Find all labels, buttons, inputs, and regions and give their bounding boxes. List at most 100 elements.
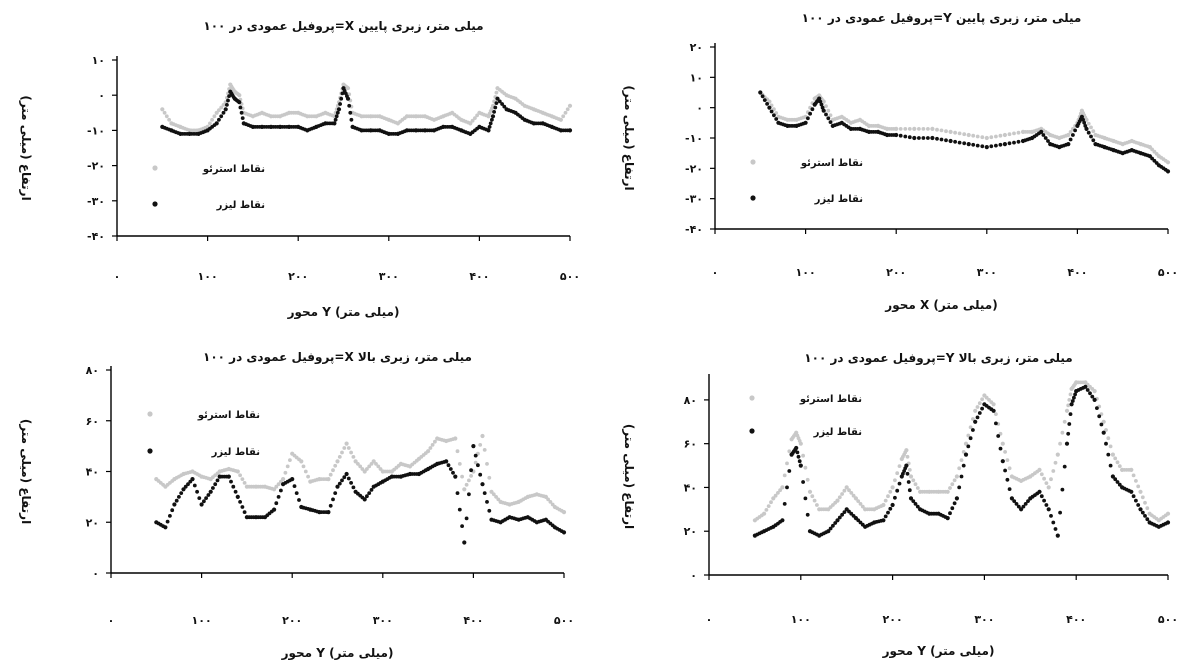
data-point: [240, 477, 245, 481]
data-point: [968, 425, 973, 430]
data-point: [547, 113, 552, 118]
data-point: [497, 99, 502, 104]
legend-marker: [152, 201, 158, 207]
data-point: [824, 507, 828, 512]
data-point: [226, 98, 230, 103]
data-point: [1099, 422, 1104, 427]
data-point: [484, 127, 489, 132]
data-point: [439, 125, 443, 130]
data-point: [855, 118, 860, 123]
data-point: [856, 499, 861, 503]
data-point: [541, 494, 546, 499]
data-point: [376, 464, 381, 469]
series-laser: [758, 90, 1171, 174]
data-point: [1055, 135, 1059, 140]
data-point: [219, 114, 224, 119]
data-point: [908, 474, 914, 479]
data-point: [487, 475, 492, 480]
x-tick-label: ۰: [114, 270, 121, 283]
data-point: [948, 511, 952, 516]
data-point: [565, 128, 570, 133]
data-point: [966, 444, 971, 449]
data-point: [223, 107, 228, 112]
data-point: [211, 486, 215, 490]
data-point: [930, 135, 935, 141]
data-point: [883, 514, 888, 519]
data-point: [1138, 507, 1143, 512]
data-point: [349, 450, 353, 455]
data-point: [242, 510, 247, 514]
y-tick-label: ۴۰: [684, 481, 697, 494]
data-point: [556, 117, 561, 121]
data-point: [340, 91, 345, 96]
data-point: [167, 117, 172, 122]
data-point: [1101, 419, 1106, 424]
data-point: [248, 124, 253, 128]
data-point: [532, 493, 537, 497]
data-point: [808, 111, 812, 116]
data-point: [996, 434, 1001, 438]
data-point: [844, 485, 849, 490]
data-point: [334, 114, 339, 119]
data-point: [1108, 463, 1113, 468]
data-point: [478, 443, 483, 447]
data-point: [957, 131, 962, 136]
data-point: [1027, 130, 1032, 134]
data-point: [238, 473, 243, 478]
data-point: [1145, 144, 1150, 149]
data-point: [1163, 167, 1168, 172]
data-point: [238, 500, 243, 504]
data-point: [393, 120, 398, 125]
data-point: [984, 135, 989, 141]
data-point: [179, 491, 184, 495]
data-point: [423, 451, 428, 455]
data-point: [971, 133, 976, 138]
data-point: [1064, 133, 1068, 138]
data-point: [275, 114, 280, 119]
data-point: [174, 498, 179, 503]
data-point: [1108, 444, 1113, 449]
data-point: [1055, 452, 1060, 457]
data-point: [480, 433, 485, 439]
data-point: [1163, 158, 1168, 163]
data-point: [428, 446, 433, 450]
data-point: [915, 504, 920, 509]
data-point: [772, 113, 776, 118]
data-point: [367, 491, 372, 495]
data-point: [466, 120, 470, 125]
data-point: [1053, 527, 1058, 531]
data-point: [943, 515, 948, 519]
data-point: [312, 125, 316, 130]
data-point: [998, 446, 1003, 451]
y-tick-label: -۲۰: [87, 160, 105, 173]
data-point: [971, 142, 976, 147]
data-point: [989, 144, 994, 149]
data-point: [801, 121, 806, 126]
data-point: [257, 111, 262, 116]
data-point: [953, 139, 957, 144]
data-point: [890, 502, 895, 508]
data-point: [1016, 139, 1021, 144]
data-point: [1043, 136, 1048, 140]
data-point: [375, 114, 380, 119]
data-point: [387, 469, 392, 474]
x-tick-label: ۲۰۰: [282, 614, 302, 627]
data-point: [907, 135, 912, 140]
data-point: [351, 485, 356, 490]
data-point: [980, 135, 985, 140]
chart-title: پروفیل عمودی در ۱۰۰=X میلی متر، زبری پای…: [203, 19, 483, 34]
data-point: [837, 121, 842, 126]
data-point: [206, 476, 211, 481]
data-point: [165, 519, 170, 524]
data-point: [870, 521, 874, 526]
data-point: [934, 511, 939, 516]
data-point: [297, 457, 301, 462]
data-point: [303, 127, 307, 132]
x-tick-label: ۳۰۰: [974, 613, 994, 626]
data-point: [1081, 386, 1085, 390]
data-point: [345, 85, 349, 90]
data-point: [460, 524, 464, 528]
data-point: [837, 515, 842, 520]
data-point: [769, 109, 774, 114]
